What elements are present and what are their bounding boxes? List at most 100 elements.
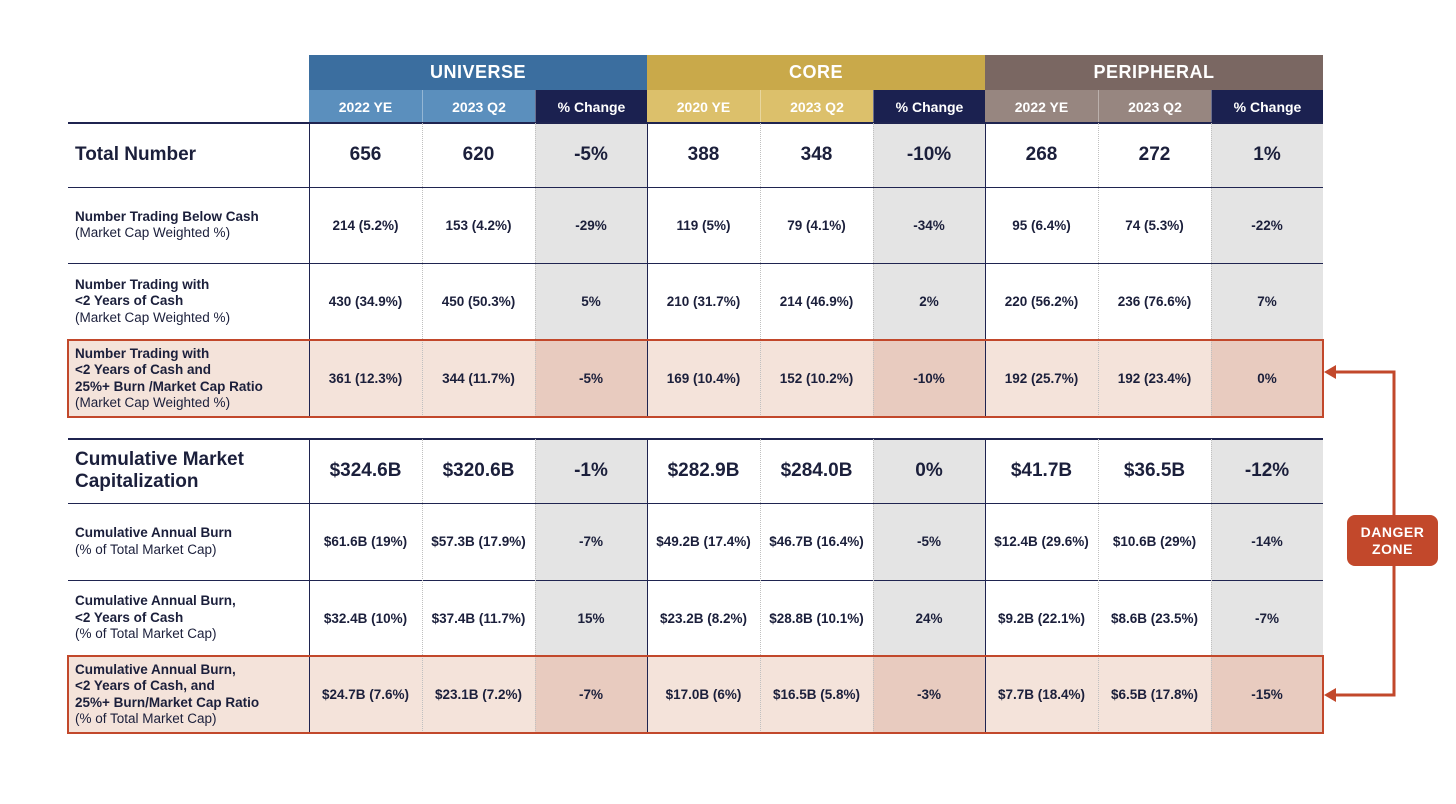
table-cell: $284.0B	[780, 460, 853, 481]
table-cell: 1%	[1253, 144, 1281, 165]
danger-zone-label: DANGER ZONE	[1360, 523, 1425, 557]
table-cell: 620	[462, 144, 495, 165]
table-cell: 0%	[1257, 371, 1277, 386]
table-cell: $57.3B (17.9%)	[431, 534, 526, 549]
column-divider	[985, 123, 986, 417]
change-column-bg	[873, 503, 985, 580]
row-divider	[68, 580, 1323, 581]
change-column-bg	[535, 187, 647, 263]
table-cell: 95 (6.4%)	[1012, 217, 1071, 233]
change-column-bg	[873, 656, 985, 733]
table-cell: 388	[687, 144, 720, 165]
table-cell: 152 (10.2%)	[779, 371, 854, 386]
change-column-bg	[1211, 123, 1323, 187]
row-label-main: Number Trading with <2 Years of Cash and…	[75, 345, 263, 394]
table-rule	[68, 122, 1323, 124]
column-divider	[309, 123, 310, 417]
change-column-bg	[873, 580, 985, 656]
row-label: Cumulative Market Capitalization	[68, 439, 309, 503]
table-cell: $46.7B (16.4%)	[769, 534, 864, 549]
change-column-bg	[873, 340, 985, 417]
column-divider	[1211, 123, 1212, 417]
table-cell: $28.8B (10.1%)	[769, 610, 864, 626]
column-header: % Change	[1211, 90, 1323, 123]
table-cell: $49.2B (17.4%)	[656, 534, 751, 549]
table-cell: -12%	[1244, 460, 1290, 481]
column-divider	[422, 439, 423, 733]
change-column-bg	[873, 187, 985, 263]
table-cell: 2%	[919, 294, 939, 309]
column-divider	[985, 439, 986, 733]
row-label: Total Number	[68, 123, 309, 187]
table-cell: -7%	[578, 534, 603, 549]
table-cell: 119 (5%)	[676, 217, 731, 233]
row-label: Number Trading with <2 Years of Cash and…	[68, 340, 309, 417]
table-cell: 450 (50.3%)	[441, 294, 516, 309]
table-cell: 268	[1025, 144, 1058, 165]
row-divider	[68, 263, 1323, 264]
table-cell: -7%	[578, 687, 603, 702]
table-cell: -10%	[913, 371, 945, 386]
row-label-main: Number Trading Below Cash	[75, 208, 259, 224]
column-divider	[760, 123, 761, 417]
change-column-bg	[1211, 503, 1323, 580]
table-cell: 15%	[577, 610, 605, 626]
row-label: Cumulative Annual Burn, <2 Years of Cash…	[68, 580, 309, 656]
danger-row-outline	[67, 339, 1324, 418]
table-cell: 0%	[915, 460, 943, 481]
column-header: 2020 YE	[647, 90, 760, 123]
column-header: 2022 YE	[985, 90, 1098, 123]
table-cell: $23.1B (7.2%)	[434, 687, 523, 702]
table-cell: -22%	[1251, 217, 1283, 233]
column-header: 2022 YE	[309, 90, 422, 123]
change-column-bg	[535, 123, 647, 187]
table-cell: 7%	[1257, 294, 1277, 309]
change-column-bg	[1211, 580, 1323, 656]
column-divider	[873, 123, 874, 417]
danger-row-outline	[67, 655, 1324, 734]
table-rule	[68, 438, 1323, 440]
row-label-main: Cumulative Market Capitalization	[75, 449, 244, 492]
row-divider	[68, 503, 1323, 504]
row-label-sub: (% of Total Market Cap)	[75, 541, 217, 557]
table-cell: -5%	[578, 371, 603, 386]
row-label-sub: (Market Cap Weighted %)	[75, 225, 231, 240]
table-cell: -7%	[1254, 610, 1279, 626]
change-column-bg	[535, 263, 647, 340]
table-cell: $16.5B (5.8%)	[772, 687, 861, 702]
row-label: Number Trading with <2 Years of Cash (Mar…	[68, 263, 309, 340]
table-cell: 656	[349, 144, 382, 165]
table-cell: $324.6B	[329, 460, 402, 481]
table-cell: 361 (12.3%)	[328, 371, 403, 386]
row-label: Cumulative Annual Burn (% of Total Market…	[68, 503, 309, 580]
row-divider	[68, 187, 1323, 188]
table-cell: -34%	[913, 217, 945, 233]
change-column-bg	[873, 439, 985, 503]
table-cell: -5%	[916, 534, 941, 549]
highlight-row-bg	[68, 656, 1323, 733]
table-cell: $12.4B (29.6%)	[994, 534, 1089, 549]
table-cell: 272	[1138, 144, 1171, 165]
table-cell: $17.0B (6%)	[665, 687, 742, 702]
table-cell: $41.7B	[1010, 460, 1073, 481]
change-column-bg	[1211, 439, 1323, 503]
table-cell: $9.2B (22.1%)	[997, 610, 1086, 626]
table-cell: 74 (5.3%)	[1125, 217, 1184, 233]
table-cell: -29%	[575, 217, 607, 233]
column-header: 2023 Q2	[422, 90, 535, 123]
table-cell: 348	[800, 144, 833, 165]
change-column-bg	[1211, 263, 1323, 340]
change-column-bg	[535, 340, 647, 417]
column-divider	[647, 439, 648, 733]
table-cell: $320.6B	[442, 460, 515, 481]
table-cell: $24.7B (7.6%)	[321, 687, 410, 702]
table-cell: $61.6B (19%)	[323, 534, 408, 549]
column-divider	[309, 439, 310, 733]
row-label-sub: (Market Cap Weighted %)	[75, 395, 231, 410]
row-label-sub: (% of Total Market Cap)	[75, 711, 217, 726]
table-cell: 236 (76.6%)	[1117, 294, 1192, 309]
column-divider	[1211, 439, 1212, 733]
row-label-main: Number Trading with <2 Years of Cash	[75, 276, 210, 309]
column-divider	[873, 439, 874, 733]
group-header-universe: UNIVERSE	[309, 55, 647, 90]
